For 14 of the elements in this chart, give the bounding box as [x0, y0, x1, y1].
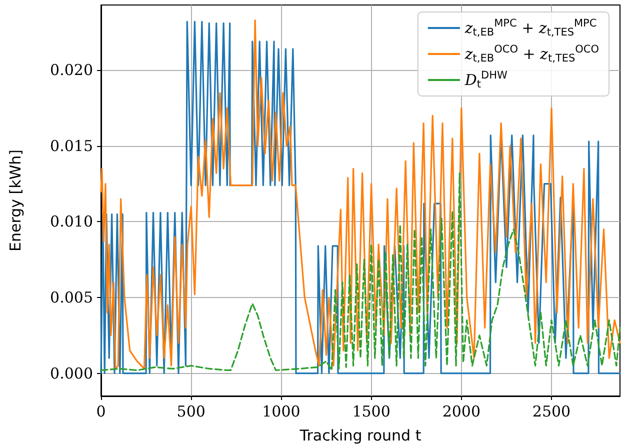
x-tick-label: 0	[96, 402, 106, 420]
y-axis-title: Energy [kWh]	[6, 149, 24, 252]
y-tick-label: 0.010	[50, 212, 93, 231]
x-tick-label: 2000	[442, 402, 481, 420]
y-tick-label: 0.015	[50, 136, 93, 155]
x-tick-label: 500	[176, 402, 206, 420]
y-tick-label: 0.020	[50, 61, 93, 80]
line-series	[100, 172, 621, 372]
y-tick-label: 0.000	[50, 364, 93, 382]
x-tick-label: 1500	[352, 402, 390, 420]
x-tick-label: 2500	[532, 402, 571, 420]
x-axis-title: Tracking round t	[298, 426, 422, 444]
y-tick-label: 0.005	[50, 288, 93, 306]
x-tick-label: 1000	[262, 402, 300, 420]
